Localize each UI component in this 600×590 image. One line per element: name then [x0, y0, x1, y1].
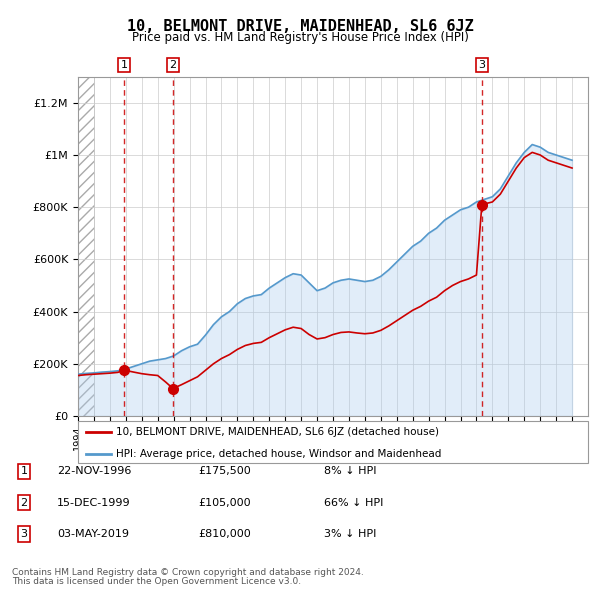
- Text: Contains HM Land Registry data © Crown copyright and database right 2024.: Contains HM Land Registry data © Crown c…: [12, 568, 364, 577]
- Text: HPI: Average price, detached house, Windsor and Maidenhead: HPI: Average price, detached house, Wind…: [116, 449, 442, 459]
- Text: 15-DEC-1999: 15-DEC-1999: [57, 498, 131, 507]
- Text: This data is licensed under the Open Government Licence v3.0.: This data is licensed under the Open Gov…: [12, 578, 301, 586]
- Text: 2: 2: [20, 498, 28, 507]
- Text: 3: 3: [20, 529, 28, 539]
- Text: 10, BELMONT DRIVE, MAIDENHEAD, SL6 6JZ: 10, BELMONT DRIVE, MAIDENHEAD, SL6 6JZ: [127, 19, 473, 34]
- Text: 3% ↓ HPI: 3% ↓ HPI: [324, 529, 376, 539]
- Text: 3: 3: [478, 60, 485, 70]
- Text: £175,500: £175,500: [198, 467, 251, 476]
- Text: Price paid vs. HM Land Registry's House Price Index (HPI): Price paid vs. HM Land Registry's House …: [131, 31, 469, 44]
- Text: 1: 1: [20, 467, 28, 476]
- Text: 66% ↓ HPI: 66% ↓ HPI: [324, 498, 383, 507]
- Text: 1: 1: [121, 60, 128, 70]
- FancyBboxPatch shape: [78, 421, 588, 463]
- Bar: [78, 77, 94, 416]
- Text: 10, BELMONT DRIVE, MAIDENHEAD, SL6 6JZ (detached house): 10, BELMONT DRIVE, MAIDENHEAD, SL6 6JZ (…: [116, 427, 439, 437]
- Text: 03-MAY-2019: 03-MAY-2019: [57, 529, 129, 539]
- Text: 8% ↓ HPI: 8% ↓ HPI: [324, 467, 377, 476]
- Text: £810,000: £810,000: [198, 529, 251, 539]
- Text: £105,000: £105,000: [198, 498, 251, 507]
- Text: 22-NOV-1996: 22-NOV-1996: [57, 467, 131, 476]
- Text: 2: 2: [169, 60, 176, 70]
